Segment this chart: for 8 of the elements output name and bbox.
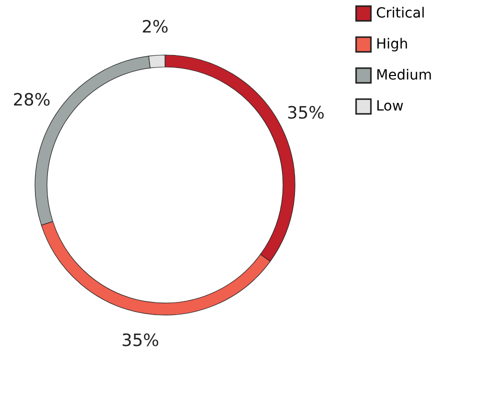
data-label: 35%: [286, 103, 325, 124]
legend-label: Critical: [376, 6, 425, 22]
legend-label: Medium: [376, 68, 432, 84]
data-label: 28%: [12, 90, 50, 110]
legend-label: High: [376, 36, 408, 52]
data-label: 35%: [121, 331, 160, 352]
legend-label: Low: [376, 98, 404, 114]
data-label: 2%: [142, 17, 169, 38]
